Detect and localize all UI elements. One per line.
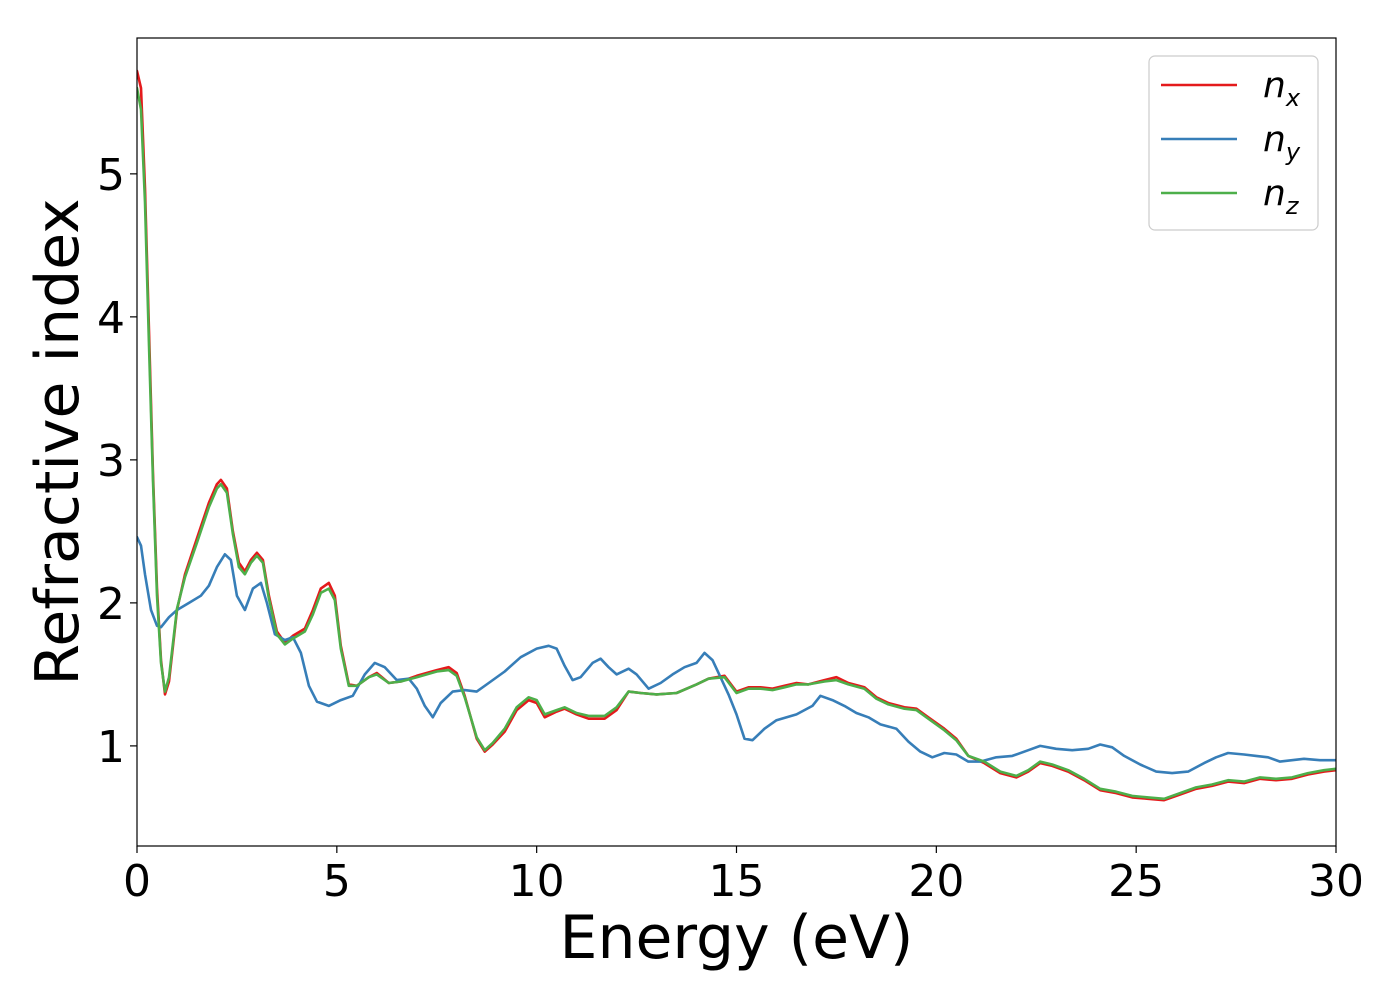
y-axis-label: Refractive index — [23, 198, 93, 685]
series-line-ny — [137, 535, 1336, 775]
legend-label-nx: nx — [1263, 65, 1301, 112]
legend-label-nz: nz — [1263, 173, 1300, 220]
x-tick-label: 30 — [1308, 856, 1364, 907]
y-tick-label: 3 — [97, 436, 125, 487]
y-tick-label: 5 — [97, 150, 125, 201]
y-tick-label: 1 — [97, 722, 125, 773]
series-layer — [137, 69, 1336, 802]
legend-box — [1148, 55, 1319, 231]
x-tick-label: 20 — [908, 856, 964, 907]
x-tick-label: 15 — [709, 856, 765, 907]
y-axis: 1 2 3 4 5 — [97, 150, 137, 773]
x-tick-label: 25 — [1108, 856, 1164, 907]
x-tick-label: 5 — [323, 856, 351, 907]
series-line-nz — [137, 86, 1336, 801]
legend-label-ny: ny — [1263, 119, 1301, 166]
x-tick-label: 10 — [509, 856, 565, 907]
x-axis-label: Energy (eV) — [560, 903, 914, 973]
x-tick-label: 0 — [123, 856, 151, 907]
legend: nx ny nz — [1148, 55, 1319, 231]
y-tick-label: 4 — [97, 293, 125, 344]
y-tick-label: 2 — [97, 579, 125, 630]
x-axis: 0 5 10 15 20 25 30 — [123, 846, 1364, 907]
